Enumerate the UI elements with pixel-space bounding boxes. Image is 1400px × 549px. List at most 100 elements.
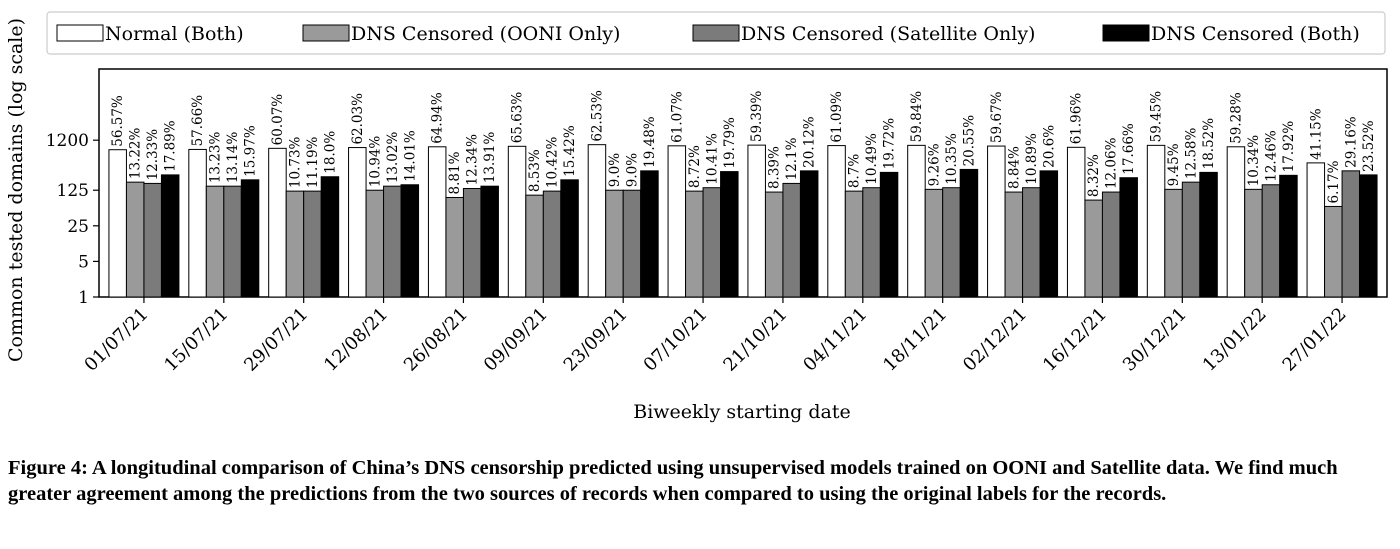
- y-axis: 1 5 25 125 1200: [46, 131, 99, 308]
- bar: [507, 145, 527, 298]
- bar-value-label: 15.97%: [243, 125, 259, 177]
- bar: [1084, 199, 1103, 298]
- bar-value-label: 8.53%: [527, 149, 543, 192]
- x-tick-label: 29/07/21: [240, 304, 312, 376]
- bar-value-label: 41.15%: [1308, 108, 1324, 160]
- x-tick-label: 30/12/21: [1119, 304, 1191, 376]
- bar-value-label: 9.26%: [926, 143, 942, 186]
- x-tick-label: 23/09/21: [560, 304, 632, 376]
- bar-value-label: 14.01%: [402, 130, 418, 182]
- bar-value-label: 10.73%: [287, 136, 303, 188]
- bar-value-label: 17.92%: [1281, 121, 1297, 173]
- bar: [383, 185, 402, 298]
- bar-value-label: 15.42%: [562, 125, 578, 177]
- bar-value-label: 59.45%: [1149, 91, 1165, 143]
- bar-value-label: 62.03%: [350, 93, 366, 145]
- bar-value-label: 10.41%: [704, 133, 720, 185]
- bar-value-label: 19.48%: [642, 116, 658, 168]
- bar: [1226, 146, 1246, 298]
- bar: [587, 144, 607, 298]
- bar-value-label: 13.02%: [385, 132, 401, 184]
- legend-label: DNS Censored (Both): [1151, 23, 1360, 45]
- bars: 56.57%13.22% 12.33% 17.89% 57.66%13.23% 13.1…: [108, 90, 1378, 298]
- bar: [685, 190, 704, 298]
- bar: [1306, 162, 1326, 298]
- bar-value-label: 18.0%: [322, 131, 338, 174]
- plot-area: [98, 68, 1388, 298]
- x-tick-label: 04/11/21: [799, 304, 871, 376]
- y-tick-label: 1200: [46, 131, 89, 151]
- x-tick-label: 12/08/21: [320, 304, 392, 376]
- x-tick-label: 18/11/21: [879, 304, 951, 376]
- x-tick-label: 07/10/21: [640, 304, 712, 376]
- bar-value-label: 10.42%: [545, 136, 561, 188]
- bar: [205, 185, 225, 298]
- bar-chart: Normal (Both) DNS Censored (OONI Only) DNS…: [5, 11, 1388, 423]
- bar-value-label: 9.0%: [624, 153, 640, 187]
- x-tick-label: 02/12/21: [959, 304, 1031, 376]
- legend: Normal (Both) DNS Censored (OONI Only) DNS…: [46, 11, 1386, 55]
- bar: [1261, 184, 1281, 298]
- figure-caption: Figure 4: A longitudinal comparison of C…: [8, 457, 1338, 505]
- bar-value-label: 61.96%: [1069, 93, 1085, 145]
- bar-value-label: 10.89%: [1024, 133, 1040, 185]
- bar-value-label: 12.06%: [1104, 137, 1120, 189]
- bar-value-label: 10.34%: [1246, 135, 1262, 187]
- bar: [1039, 170, 1059, 298]
- x-tick-label: 13/01/22: [1199, 304, 1271, 376]
- bar: [702, 187, 722, 298]
- bar-value-label: 8.72%: [687, 145, 703, 188]
- legend-label: Normal (Both): [105, 23, 244, 45]
- bar: [542, 190, 562, 298]
- x-tick-label: 16/12/21: [1039, 304, 1111, 376]
- bar-value-label: 12.46%: [1263, 130, 1279, 182]
- bar-value-label: 8.7%: [847, 154, 863, 188]
- x-tick-label: 09/09/21: [480, 304, 552, 376]
- bar: [987, 145, 1006, 298]
- x-tick-label: 15/07/21: [160, 304, 232, 376]
- bar: [667, 145, 687, 298]
- legend-label: DNS Censored (OONI Only): [351, 23, 620, 45]
- bar-value-label: 65.63%: [510, 92, 526, 144]
- bar: [1199, 171, 1218, 298]
- bar: [1341, 170, 1361, 298]
- bar: [1146, 144, 1166, 298]
- legend-swatch: [302, 24, 350, 42]
- bar: [188, 148, 207, 298]
- bar-value-label: 23.52%: [1361, 120, 1377, 172]
- bar-value-label: 10.94%: [367, 136, 383, 188]
- bar-value-label: 11.19%: [305, 136, 321, 188]
- bar: [747, 144, 766, 298]
- bar-value-label: 13.91%: [482, 132, 498, 184]
- bar: [143, 182, 162, 298]
- bar-value-label: 10.35%: [944, 133, 960, 185]
- bar-value-label: 20.12%: [802, 116, 818, 168]
- legend-swatch: [56, 24, 104, 42]
- bar: [622, 189, 642, 298]
- bar-value-label: 19.79%: [722, 117, 738, 169]
- bar-value-label: 20.55%: [961, 115, 977, 167]
- bar: [240, 179, 260, 298]
- bar-value-label: 13.22%: [128, 128, 144, 180]
- bar: [844, 190, 864, 298]
- bar: [320, 176, 340, 298]
- y-tick-label: 1: [78, 288, 89, 308]
- bar: [1279, 174, 1298, 298]
- y-tick-label: 25: [67, 217, 89, 237]
- bar-value-label: 60.07%: [270, 94, 286, 146]
- bar-value-label: 59.39%: [749, 90, 765, 142]
- bar: [1004, 191, 1024, 298]
- bar-value-label: 12.58%: [1184, 128, 1200, 180]
- bar: [268, 147, 287, 298]
- bar-value-label: 8.81%: [447, 151, 463, 194]
- bar-value-label: 8.32%: [1086, 154, 1102, 197]
- bar-value-label: 6.17%: [1326, 160, 1342, 203]
- bar-value-label: 13.14%: [225, 132, 241, 184]
- bar-value-label: 19.72%: [882, 118, 898, 170]
- x-tick-label: 26/08/21: [400, 304, 472, 376]
- bar: [303, 190, 322, 298]
- bar: [764, 191, 784, 298]
- bar: [1101, 191, 1121, 298]
- y-tick-label: 5: [78, 252, 89, 272]
- bar-value-label: 8.84%: [1006, 146, 1022, 189]
